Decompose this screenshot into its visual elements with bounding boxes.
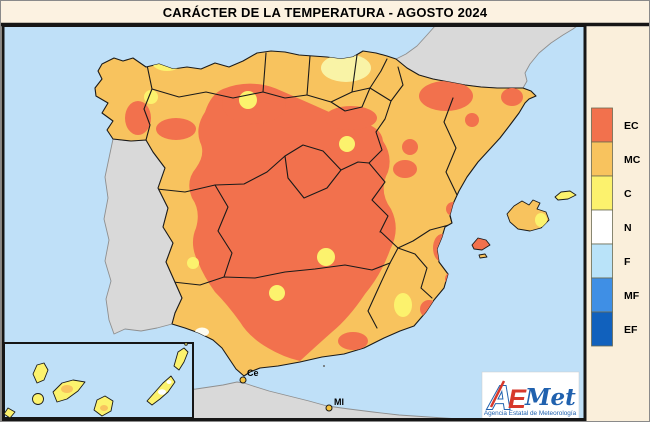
logo-tagline: Agencia Estatal de Meteorología bbox=[484, 410, 577, 417]
gran-canaria-mc-patch bbox=[100, 405, 108, 411]
c-pale-blob-navarra bbox=[321, 54, 371, 82]
legend-label-mc: MC bbox=[624, 154, 641, 166]
border-line bbox=[262, 52, 267, 93]
balearic-islands bbox=[471, 190, 577, 259]
c-blob bbox=[269, 285, 285, 301]
c-blob bbox=[317, 248, 335, 266]
legend-item-c: C bbox=[591, 175, 632, 211]
melilla-label: Ml bbox=[334, 397, 344, 407]
border-line bbox=[172, 262, 391, 286]
border-line bbox=[143, 64, 153, 141]
c-region-group bbox=[144, 53, 412, 317]
border-line bbox=[151, 88, 264, 99]
border-line bbox=[306, 55, 311, 96]
legend-item-ef: EF bbox=[591, 311, 638, 347]
melilla-dot bbox=[325, 404, 333, 412]
legend-label-n: N bbox=[624, 222, 632, 234]
border-line bbox=[306, 87, 371, 103]
border-line bbox=[369, 58, 388, 89]
formentera-island bbox=[478, 253, 488, 259]
legend-swatch-mc bbox=[591, 141, 613, 177]
border-line bbox=[368, 162, 389, 233]
legend-swatch-ef bbox=[591, 311, 613, 347]
canary-islands-inset bbox=[3, 342, 194, 419]
border-line bbox=[262, 91, 308, 99]
c-blob bbox=[187, 257, 199, 269]
aemet-logo: A E Met Agencia Estatal de Meteorología bbox=[481, 371, 580, 420]
logo-letters-met: Met bbox=[524, 384, 576, 411]
ibiza-island bbox=[471, 237, 491, 251]
border-line bbox=[368, 87, 392, 164]
region-borders bbox=[143, 52, 459, 329]
border-line bbox=[284, 144, 342, 199]
border-line bbox=[351, 54, 358, 93]
legend-swatch-c bbox=[591, 175, 613, 211]
border-line bbox=[397, 224, 450, 249]
city-markers: Ce Ml bbox=[239, 368, 344, 412]
c-blob bbox=[394, 293, 412, 317]
legend-label-mf: MF bbox=[624, 290, 640, 302]
logo-red-stroke bbox=[489, 380, 506, 408]
ec-blob bbox=[465, 113, 479, 127]
border-line bbox=[340, 161, 370, 171]
border-line bbox=[214, 184, 233, 278]
legend-swatch-mf bbox=[591, 277, 613, 313]
legend-label-ec: EC bbox=[624, 120, 639, 132]
fuerteventura-n-patch bbox=[158, 389, 166, 395]
map-title: CARÁCTER DE LA TEMPERATURA - AGOSTO 2024 bbox=[163, 5, 488, 20]
mallorca-c-patch bbox=[535, 213, 547, 227]
ec-blob bbox=[189, 83, 396, 362]
tenerife-mc-patch bbox=[61, 385, 73, 393]
alboran-islet bbox=[323, 365, 325, 367]
islet bbox=[184, 342, 188, 346]
logo-letter-e: E bbox=[508, 384, 527, 414]
la-palma-island bbox=[32, 362, 49, 384]
ceuta-dot bbox=[239, 376, 247, 384]
border-line bbox=[390, 66, 404, 102]
ec-region-group bbox=[125, 81, 523, 362]
border-line bbox=[443, 97, 459, 224]
ec-blob bbox=[156, 118, 196, 140]
border-line bbox=[397, 247, 433, 299]
legend-label-ef: EF bbox=[624, 324, 638, 336]
ec-blob bbox=[402, 139, 418, 155]
legend-label-f: F bbox=[624, 256, 631, 268]
menorca-island bbox=[554, 190, 577, 201]
ec-blob bbox=[419, 81, 473, 111]
logo-box bbox=[481, 371, 580, 420]
ec-blob bbox=[501, 88, 523, 106]
c-blob bbox=[339, 136, 355, 152]
ceuta-label: Ce bbox=[247, 368, 259, 378]
legend-swatch-f bbox=[591, 243, 613, 279]
border-line bbox=[156, 155, 286, 193]
legend-swatch-n bbox=[591, 209, 613, 245]
map-frame bbox=[1, 24, 587, 421]
logo-letter-a: A bbox=[487, 379, 512, 416]
legend-swatch-ec bbox=[591, 107, 613, 143]
legend: EC MC C N F MF EF bbox=[591, 107, 641, 347]
ec-blob bbox=[325, 106, 377, 130]
legend-label-c: C bbox=[624, 188, 632, 200]
ec-blob bbox=[393, 160, 417, 178]
ec-blob bbox=[338, 332, 368, 350]
fuerteventura-n-patch bbox=[166, 380, 172, 384]
lanzarote-island bbox=[173, 347, 189, 371]
border-line bbox=[330, 87, 371, 112]
border-line bbox=[367, 262, 391, 329]
la-gomera-island bbox=[32, 393, 44, 405]
legend-item-mf: MF bbox=[591, 277, 640, 313]
